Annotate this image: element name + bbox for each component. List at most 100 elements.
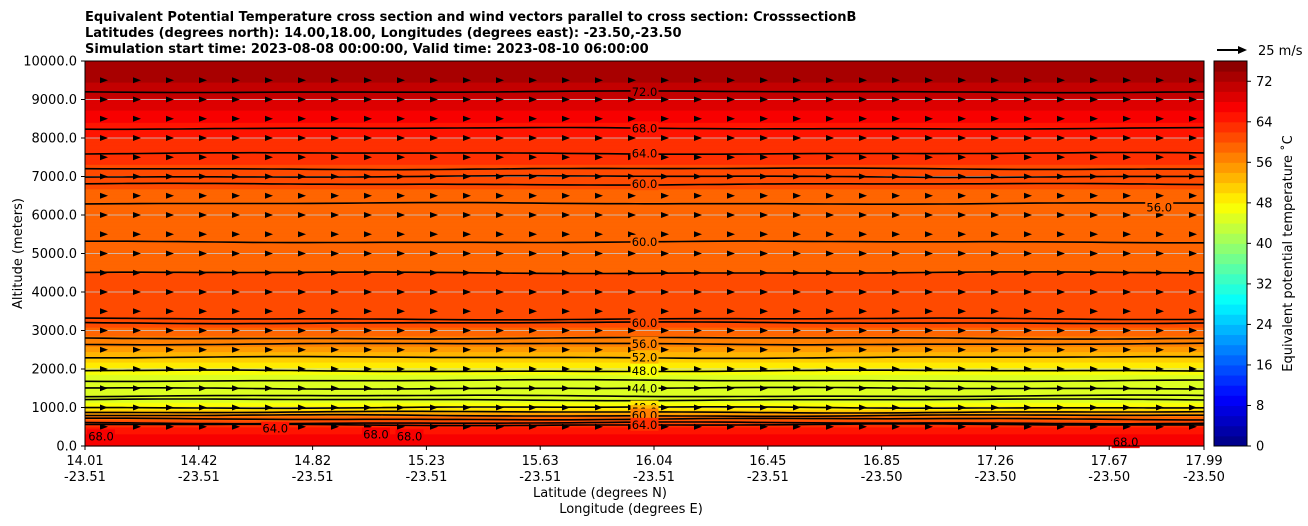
field-strip — [85, 195, 1204, 199]
contour-line — [84, 167, 1204, 171]
contour-label-bg — [630, 84, 659, 98]
wind-arrow — [496, 308, 504, 315]
wind-arrow — [892, 135, 900, 141]
wind-arrow — [232, 250, 240, 257]
wind-arrow — [859, 250, 867, 257]
wind-arrow — [529, 173, 537, 180]
wind-arrow — [562, 192, 570, 199]
x-axis-label-lat: Latitude (degrees N) — [533, 486, 667, 501]
wind-arrow — [1123, 404, 1131, 411]
contour-line — [84, 201, 1204, 205]
wind-arrow — [1090, 269, 1098, 276]
field-strip — [85, 99, 1204, 102]
field-strip — [85, 82, 1204, 85]
wind-arrow — [100, 212, 108, 218]
wind-arrow — [364, 366, 372, 372]
colorbar-segment — [1214, 121, 1247, 133]
wind-arrow — [496, 212, 504, 218]
field-strip — [85, 138, 1204, 141]
wind-arrow — [199, 115, 207, 122]
wind-arrow — [364, 346, 372, 353]
field-strip — [85, 328, 1204, 332]
wind-arrow — [331, 135, 339, 141]
wind-arrow — [331, 289, 339, 295]
field-strip — [85, 377, 1204, 381]
wind-arrow — [793, 115, 801, 122]
wind-arrow — [925, 77, 933, 84]
field-strip — [85, 115, 1204, 118]
field-strip — [85, 437, 1204, 440]
wind-arrow — [496, 135, 504, 141]
wind-arrow — [463, 154, 471, 161]
wind-arrow — [1189, 212, 1197, 218]
wind-arrow — [892, 366, 900, 372]
wind-arrow — [430, 173, 438, 180]
field-strip — [85, 334, 1204, 337]
wind-arrow — [331, 423, 339, 430]
y-axis-label: Altitude (meters) — [11, 198, 26, 309]
wind-arrow — [232, 154, 240, 161]
field-strip — [85, 264, 1204, 267]
wind-arrow — [265, 385, 273, 392]
wind-arrow — [1057, 385, 1065, 392]
field-strip — [85, 229, 1204, 232]
wind-arrow — [298, 269, 306, 276]
wind-arrow — [397, 423, 405, 430]
wind-arrow — [430, 385, 438, 392]
wind-arrow — [595, 250, 603, 257]
wind-arrow — [859, 212, 867, 218]
wind-arrow — [991, 96, 999, 103]
wind-arrow — [463, 423, 471, 430]
wind-arrow — [265, 212, 273, 218]
wind-arrow — [991, 423, 999, 430]
x-tick-label-lon: -23.51 — [633, 470, 675, 485]
wind-arrow — [529, 77, 537, 84]
x-tick-label-lon: -23.50 — [1183, 470, 1225, 485]
contour-label: 64.0 — [632, 418, 658, 432]
wind-arrow — [925, 289, 933, 295]
wind-arrow — [1156, 77, 1164, 84]
wind-arrow — [694, 269, 702, 276]
wind-arrow — [1189, 308, 1197, 315]
wind-arrow — [562, 269, 570, 276]
wind-arrow — [397, 231, 405, 238]
colorbar-tick-label: 24 — [1256, 318, 1273, 333]
field-strip — [85, 295, 1204, 298]
wind-arrow — [991, 404, 999, 411]
wind-arrow — [595, 289, 603, 295]
wind-arrow — [595, 385, 603, 392]
colorbar-segment — [1214, 182, 1247, 194]
wind-arrow — [100, 308, 108, 315]
wind-arrow — [958, 192, 966, 199]
wind-arrow — [199, 346, 207, 353]
colorbar-segment — [1214, 405, 1247, 417]
contour-label-bg — [1145, 200, 1174, 214]
field-strip — [85, 206, 1204, 209]
wind-arrow — [562, 154, 570, 161]
wind-arrow — [892, 308, 900, 315]
wind-arrow — [100, 135, 108, 141]
wind-arrow — [199, 135, 207, 141]
wind-arrow — [364, 385, 372, 392]
field-strip — [85, 260, 1204, 263]
field-strip — [85, 141, 1204, 144]
wind-arrow — [133, 96, 141, 103]
wind-arrow — [925, 115, 933, 122]
wind-arrow — [364, 154, 372, 161]
wind-arrow — [133, 385, 141, 392]
wind-arrow — [925, 173, 933, 180]
wind-arrow — [166, 308, 174, 315]
wind-arrow — [958, 269, 966, 276]
field-strip — [85, 69, 1204, 73]
wind-arrow — [265, 327, 273, 334]
field-strip — [85, 201, 1204, 204]
wind-arrow — [859, 115, 867, 122]
quiver-key-label: 25 m/s — [1258, 44, 1303, 59]
wind-arrow — [661, 423, 669, 430]
wind-arrow — [1090, 231, 1098, 238]
wind-arrow — [265, 192, 273, 199]
wind-arrow — [496, 192, 504, 199]
wind-arrow — [298, 385, 306, 392]
x-tick-label-lat: 16.04 — [635, 454, 672, 469]
